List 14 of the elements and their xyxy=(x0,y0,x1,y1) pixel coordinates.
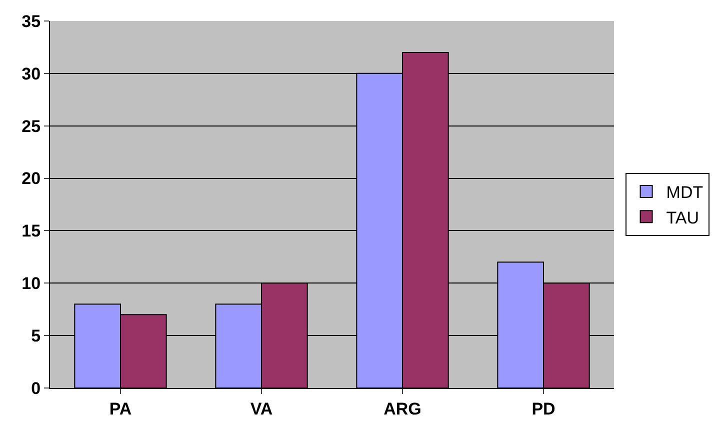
x-tick-label: PA xyxy=(109,399,132,418)
x-tick-label: ARG xyxy=(384,399,422,418)
y-tick-label: 15 xyxy=(22,222,41,241)
y-tick-label: 25 xyxy=(22,116,41,136)
x-tick-label: VA xyxy=(250,399,273,418)
y-tick-label: 0 xyxy=(31,378,41,398)
legend-label: MDT xyxy=(666,183,704,202)
x-tick-label: PD xyxy=(532,399,556,418)
y-tick-label: 10 xyxy=(22,274,41,294)
legend-label: TAU xyxy=(666,208,700,228)
y-tick-label: 20 xyxy=(22,169,41,188)
y-tick-label: 30 xyxy=(22,64,41,84)
y-tick-label: 35 xyxy=(22,12,41,31)
y-tick-label: 5 xyxy=(31,326,41,346)
